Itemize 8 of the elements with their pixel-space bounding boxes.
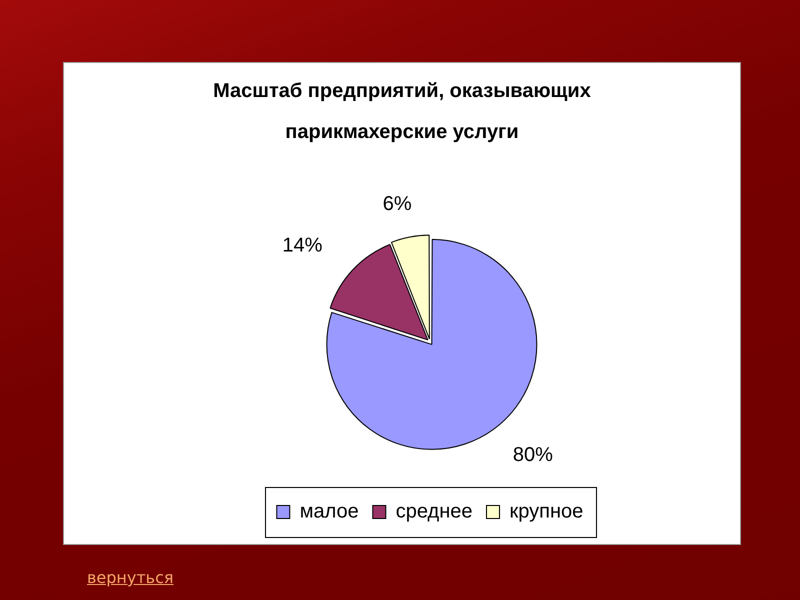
legend-label: малое xyxy=(300,500,359,523)
text: вернуться xyxy=(87,568,174,587)
chart-title: Масштаб предприятий, оказывающих парикмахерские услуги xyxy=(212,79,592,145)
data-label: 6% xyxy=(382,192,412,215)
data-label: 14% xyxy=(282,234,323,257)
data-label: 80% xyxy=(512,444,554,466)
legend-label: среднее xyxy=(396,500,473,523)
legend-label: крупное xyxy=(510,500,584,523)
